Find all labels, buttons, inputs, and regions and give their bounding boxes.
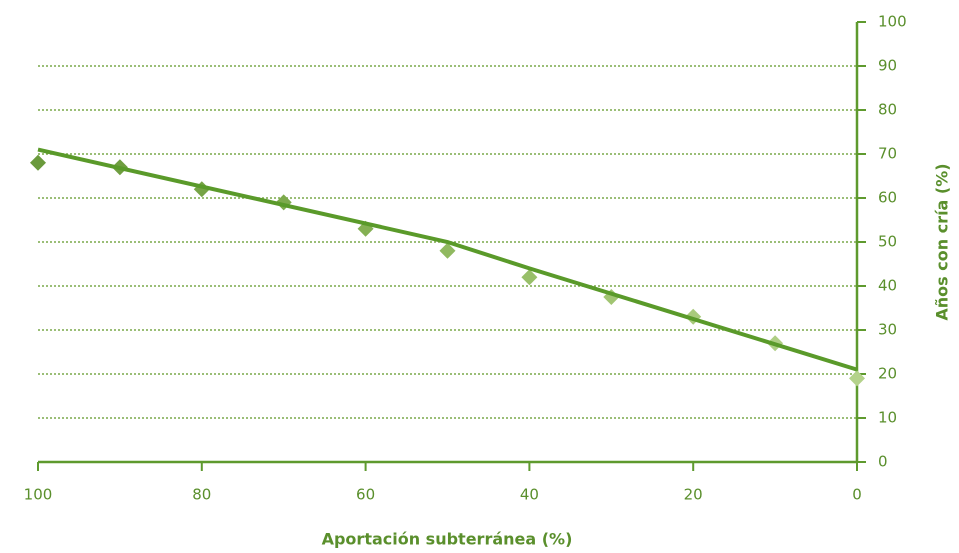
x-tick-label: 100 [24,486,53,504]
x-tick-label: 20 [684,486,703,504]
y-tick-label: 50 [878,233,897,251]
x-axis-title: Aportación subterránea (%) [322,530,573,549]
y-tick-label: 60 [878,189,897,207]
y-tick-label: 40 [878,277,897,295]
point [439,242,456,259]
y-tick-label: 90 [878,57,897,75]
trend-line [37,147,858,372]
point [521,269,538,286]
x-tick-label: 80 [192,486,211,504]
x-tick-label: 40 [520,486,539,504]
y-tick-label: 0 [878,453,888,471]
y-tick-label: 20 [878,365,897,383]
y-tick-label: 80 [878,101,897,119]
y-tick-label: 70 [878,145,897,163]
y-axis-title: Años con cría (%) [933,163,952,320]
x-tick-label: 0 [852,486,862,504]
point [849,370,865,387]
y-tick-label: 100 [878,13,907,31]
y-tick-label: 30 [878,321,897,339]
x-tick-label: 60 [356,486,375,504]
point [30,154,46,171]
y-tick-label: 10 [878,409,897,427]
